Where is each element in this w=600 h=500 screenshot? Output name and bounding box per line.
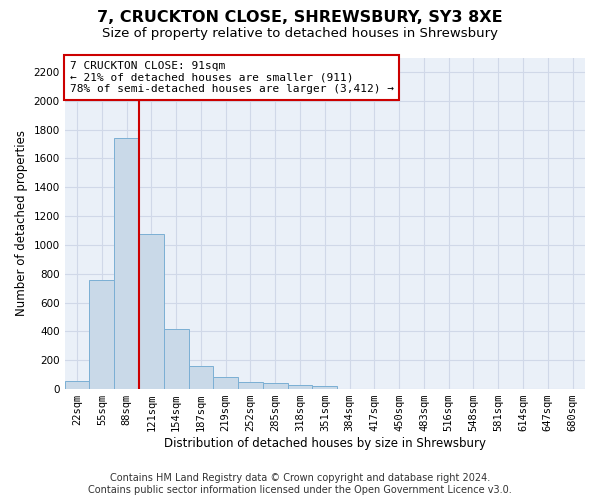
Text: 7 CRUCKTON CLOSE: 91sqm
← 21% of detached houses are smaller (911)
78% of semi-d: 7 CRUCKTON CLOSE: 91sqm ← 21% of detache…: [70, 61, 394, 94]
Bar: [89, 280, 114, 389]
Y-axis label: Number of detached properties: Number of detached properties: [15, 130, 28, 316]
Bar: [114, 138, 139, 389]
Bar: [65, 381, 89, 389]
Bar: [139, 234, 164, 389]
Text: 7, CRUCKTON CLOSE, SHREWSBURY, SY3 8XE: 7, CRUCKTON CLOSE, SHREWSBURY, SY3 8XE: [97, 10, 503, 25]
Bar: [188, 366, 214, 389]
Text: Size of property relative to detached houses in Shrewsbury: Size of property relative to detached ho…: [102, 28, 498, 40]
Text: Contains HM Land Registry data © Crown copyright and database right 2024.
Contai: Contains HM Land Registry data © Crown c…: [88, 474, 512, 495]
Bar: [214, 378, 238, 389]
Bar: [238, 382, 263, 389]
Bar: [313, 386, 337, 389]
Bar: [263, 383, 287, 389]
Bar: [287, 385, 313, 389]
X-axis label: Distribution of detached houses by size in Shrewsbury: Distribution of detached houses by size …: [164, 437, 486, 450]
Bar: [164, 328, 188, 389]
